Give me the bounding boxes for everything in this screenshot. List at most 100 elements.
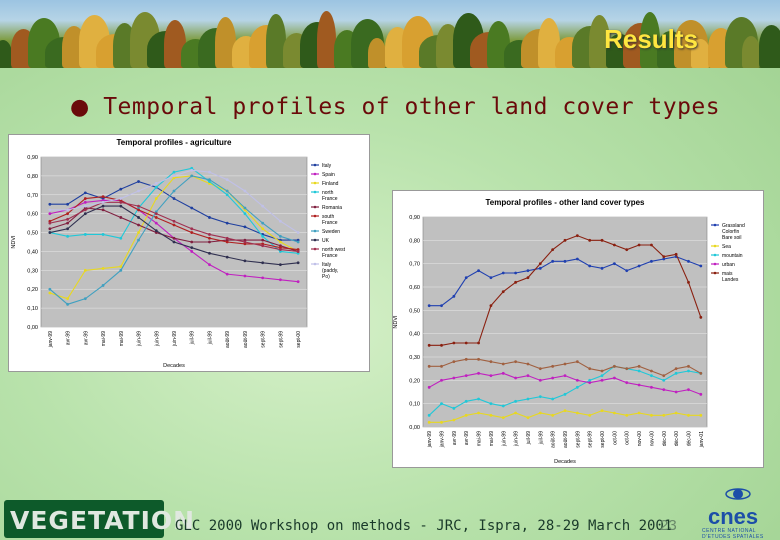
data-point xyxy=(687,280,690,284)
legend-label: north xyxy=(322,190,334,196)
tree-shape xyxy=(691,39,710,68)
data-point xyxy=(261,261,265,265)
data-point xyxy=(588,238,592,242)
y-tick-label: 0,10 xyxy=(27,306,38,312)
data-point xyxy=(526,276,530,280)
data-point xyxy=(137,204,140,208)
data-point xyxy=(563,392,567,396)
cnes-logo-subtext: CENTRE NATIONAL D'ETUDES SPATIALES xyxy=(702,528,764,540)
legend-label: France xyxy=(322,253,338,259)
tree-shape xyxy=(164,20,186,68)
data-point xyxy=(699,371,703,375)
data-point xyxy=(526,397,530,401)
data-point xyxy=(225,272,229,276)
data-point xyxy=(279,234,282,238)
data-point xyxy=(48,291,52,295)
data-point xyxy=(48,221,52,225)
data-point xyxy=(119,197,123,200)
data-point xyxy=(427,385,431,389)
data-point xyxy=(699,315,703,319)
y-tick-label: 0,40 xyxy=(27,249,38,255)
data-point xyxy=(243,206,247,210)
data-point xyxy=(48,208,52,212)
data-point xyxy=(225,240,229,244)
data-point xyxy=(66,234,69,238)
data-point xyxy=(464,413,468,417)
data-point xyxy=(83,204,87,208)
chart-other-land-cover: Temporal profiles - other land cover typ… xyxy=(392,190,764,468)
data-point xyxy=(489,304,493,308)
x-tick-label: sept-99 xyxy=(261,331,267,348)
data-point xyxy=(48,227,52,231)
data-point xyxy=(243,274,247,278)
data-point xyxy=(501,362,505,366)
x-tick-label: déc-00 xyxy=(686,431,692,447)
x-axis-label: Decades xyxy=(163,363,185,369)
cnes-logo: cnes CENTRE NATIONAL D'ETUDES SPATIALES xyxy=(700,482,776,540)
x-tick-label: oct-00 xyxy=(625,431,631,445)
data-point xyxy=(600,238,604,242)
data-point xyxy=(172,223,176,227)
data-point xyxy=(172,197,176,200)
data-point xyxy=(563,238,567,242)
data-point xyxy=(83,233,87,236)
data-point xyxy=(699,264,703,268)
data-point xyxy=(137,223,140,227)
legend-label: Bare soil xyxy=(722,235,741,241)
data-point xyxy=(119,265,123,268)
data-point xyxy=(563,409,567,413)
data-point xyxy=(190,240,194,244)
data-point xyxy=(440,420,443,424)
data-point xyxy=(279,248,282,251)
legend-label: Italy xyxy=(322,163,332,169)
data-point xyxy=(588,381,592,385)
data-point xyxy=(477,341,480,345)
data-point xyxy=(551,397,555,401)
legend-label: Romania xyxy=(322,205,342,211)
data-point xyxy=(526,416,530,420)
x-tick-label: janv-01 xyxy=(699,431,705,449)
data-point xyxy=(225,193,229,197)
data-point xyxy=(588,367,592,371)
data-point xyxy=(464,276,468,280)
data-point xyxy=(101,200,105,204)
x-tick-label: sept-99 xyxy=(278,331,284,348)
x-tick-label: déc-00 xyxy=(674,431,680,447)
data-point xyxy=(66,227,69,231)
data-point xyxy=(477,411,480,415)
data-point xyxy=(600,266,604,270)
data-point xyxy=(650,413,653,417)
data-point xyxy=(83,212,87,216)
data-point xyxy=(489,276,493,280)
data-point xyxy=(563,362,567,366)
data-point xyxy=(625,381,629,385)
tree-shape xyxy=(640,12,660,68)
data-point xyxy=(172,189,176,193)
data-point xyxy=(612,364,616,368)
data-point xyxy=(243,259,247,263)
x-tick-label: juil-99 xyxy=(526,431,532,446)
data-point xyxy=(208,170,211,174)
data-point xyxy=(137,216,140,219)
data-point xyxy=(296,280,300,284)
data-point xyxy=(190,174,194,178)
data-point xyxy=(208,216,211,219)
data-point xyxy=(137,238,140,242)
data-point xyxy=(501,416,505,420)
data-point xyxy=(261,276,265,280)
data-point xyxy=(551,259,555,263)
data-point xyxy=(48,202,52,206)
chart-agriculture: Temporal profiles - agriculture 0,00 0,10 0… xyxy=(8,134,370,372)
data-point xyxy=(612,262,616,266)
x-tick-label: mai-99 xyxy=(489,431,495,447)
data-point xyxy=(514,399,518,403)
data-point xyxy=(208,240,211,244)
tree-shape xyxy=(589,15,610,68)
data-point xyxy=(154,216,158,219)
data-point xyxy=(575,360,579,364)
legend-marker xyxy=(313,205,317,209)
x-tick-label: sept-99 xyxy=(588,431,594,448)
data-point xyxy=(261,238,265,242)
data-point xyxy=(489,402,493,406)
vegetation-logo-text: VEGETATION xyxy=(10,506,196,535)
